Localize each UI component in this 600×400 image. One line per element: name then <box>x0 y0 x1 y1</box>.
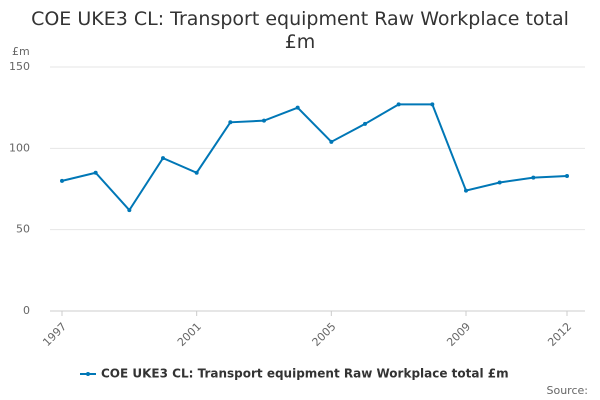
point <box>464 188 468 193</box>
point <box>262 118 266 123</box>
y-tick-label: 100 <box>9 141 30 154</box>
point <box>329 139 334 144</box>
y-axis-label: £m <box>12 45 30 58</box>
point <box>497 180 502 185</box>
series-line <box>61 103 568 212</box>
legend-marker <box>86 372 90 376</box>
point <box>194 170 199 175</box>
x-tick-label: 1997 <box>40 320 69 349</box>
source-label: Source: <box>547 384 589 397</box>
y-tick-label: 150 <box>9 60 30 73</box>
point <box>228 120 233 125</box>
point <box>295 105 300 110</box>
point <box>396 102 401 107</box>
y-tick-label: 0 <box>23 304 30 317</box>
chart-title: COE UKE3 CL: Transport equipment Raw Wor… <box>31 8 569 53</box>
legend-label: COE UKE3 CL: Transport equipment Raw Wor… <box>101 367 509 381</box>
x-tick-label: 2009 <box>444 320 473 349</box>
point <box>93 170 98 175</box>
y-tick-label: 50 <box>16 223 30 236</box>
point <box>161 156 165 161</box>
point <box>127 208 132 213</box>
x-tick-label: 2001 <box>175 320 204 349</box>
point <box>363 121 367 126</box>
x-tick-label: 2012 <box>545 320 574 349</box>
point <box>565 173 569 178</box>
x-tick-label: 2005 <box>310 320 339 349</box>
point <box>60 178 64 183</box>
point <box>430 102 435 107</box>
point <box>531 175 536 180</box>
